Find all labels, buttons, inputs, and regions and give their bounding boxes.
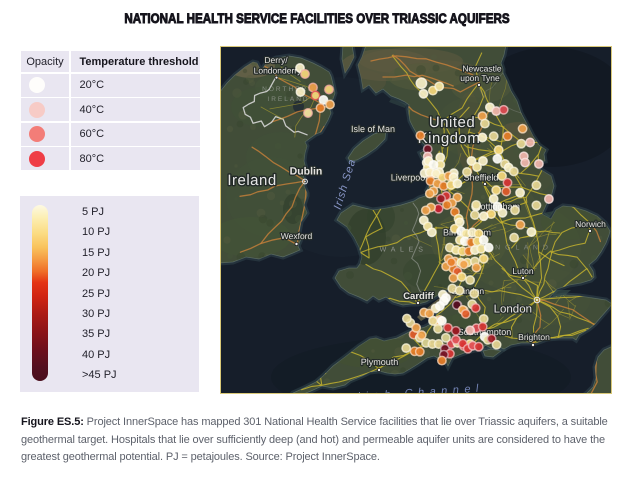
svg-text:E N G L A N D: E N G L A N D [486, 245, 550, 252]
svg-text:NORTHERN: NORTHERN [262, 86, 315, 93]
svg-text:United: United [429, 114, 475, 131]
svg-text:upon Tyne: upon Tyne [460, 73, 500, 83]
svg-text:Isle of Man: Isle of Man [351, 124, 395, 134]
svg-text:Derry/: Derry/ [264, 55, 288, 65]
svg-text:W A L E S: W A L E S [380, 247, 425, 254]
svg-text:Londonderry: Londonderry [254, 66, 302, 76]
svg-text:IRELAND: IRELAND [267, 96, 309, 103]
svg-text:Newcastle: Newcastle [462, 64, 501, 74]
svg-text:London: London [494, 304, 532, 316]
svg-text:Kingdom: Kingdom [418, 130, 481, 147]
svg-text:Norwich: Norwich [575, 219, 606, 229]
svg-text:English Channel: English Channel [321, 382, 484, 394]
svg-text:Liverpool: Liverpool [391, 173, 428, 183]
svg-text:Luton: Luton [512, 266, 534, 276]
svg-text:Brighton: Brighton [518, 332, 550, 342]
svg-text:Ireland: Ireland [227, 172, 276, 189]
svg-text:Sheffield: Sheffield [464, 173, 499, 183]
svg-text:Plymouth: Plymouth [361, 357, 399, 367]
svg-text:Wexford: Wexford [281, 231, 313, 241]
svg-text:Cardiff: Cardiff [403, 291, 434, 302]
svg-text:Dublin: Dublin [290, 166, 323, 178]
